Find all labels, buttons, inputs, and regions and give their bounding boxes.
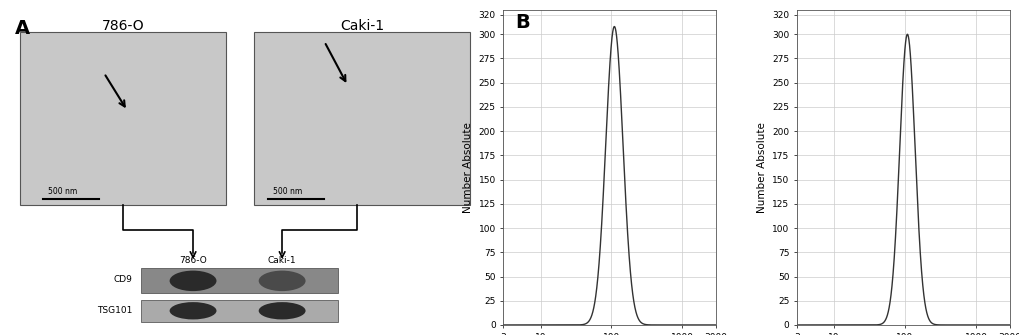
Title: 786-O: 786-O bbox=[582, 0, 637, 3]
Y-axis label: Number Absolute: Number Absolute bbox=[463, 122, 473, 213]
Text: TSG101: TSG101 bbox=[97, 306, 132, 315]
Text: Caki-1: Caki-1 bbox=[339, 19, 383, 34]
Text: 786-O: 786-O bbox=[101, 19, 144, 34]
Ellipse shape bbox=[169, 302, 216, 320]
Text: B: B bbox=[515, 13, 529, 32]
Y-axis label: Number Absolute: Number Absolute bbox=[756, 122, 766, 213]
FancyBboxPatch shape bbox=[142, 268, 338, 293]
Text: Caki-1: Caki-1 bbox=[268, 256, 297, 265]
Text: 500 nm: 500 nm bbox=[272, 187, 302, 196]
Text: 786-O: 786-O bbox=[179, 256, 207, 265]
Ellipse shape bbox=[169, 271, 216, 291]
FancyBboxPatch shape bbox=[19, 32, 225, 205]
Text: A: A bbox=[15, 19, 30, 39]
Title: Caki-1: Caki-1 bbox=[874, 0, 931, 3]
Text: 500 nm: 500 nm bbox=[48, 187, 76, 196]
FancyBboxPatch shape bbox=[142, 300, 338, 322]
Ellipse shape bbox=[259, 271, 306, 291]
FancyBboxPatch shape bbox=[254, 32, 469, 205]
Text: CD9: CD9 bbox=[113, 275, 132, 284]
Ellipse shape bbox=[259, 302, 306, 320]
